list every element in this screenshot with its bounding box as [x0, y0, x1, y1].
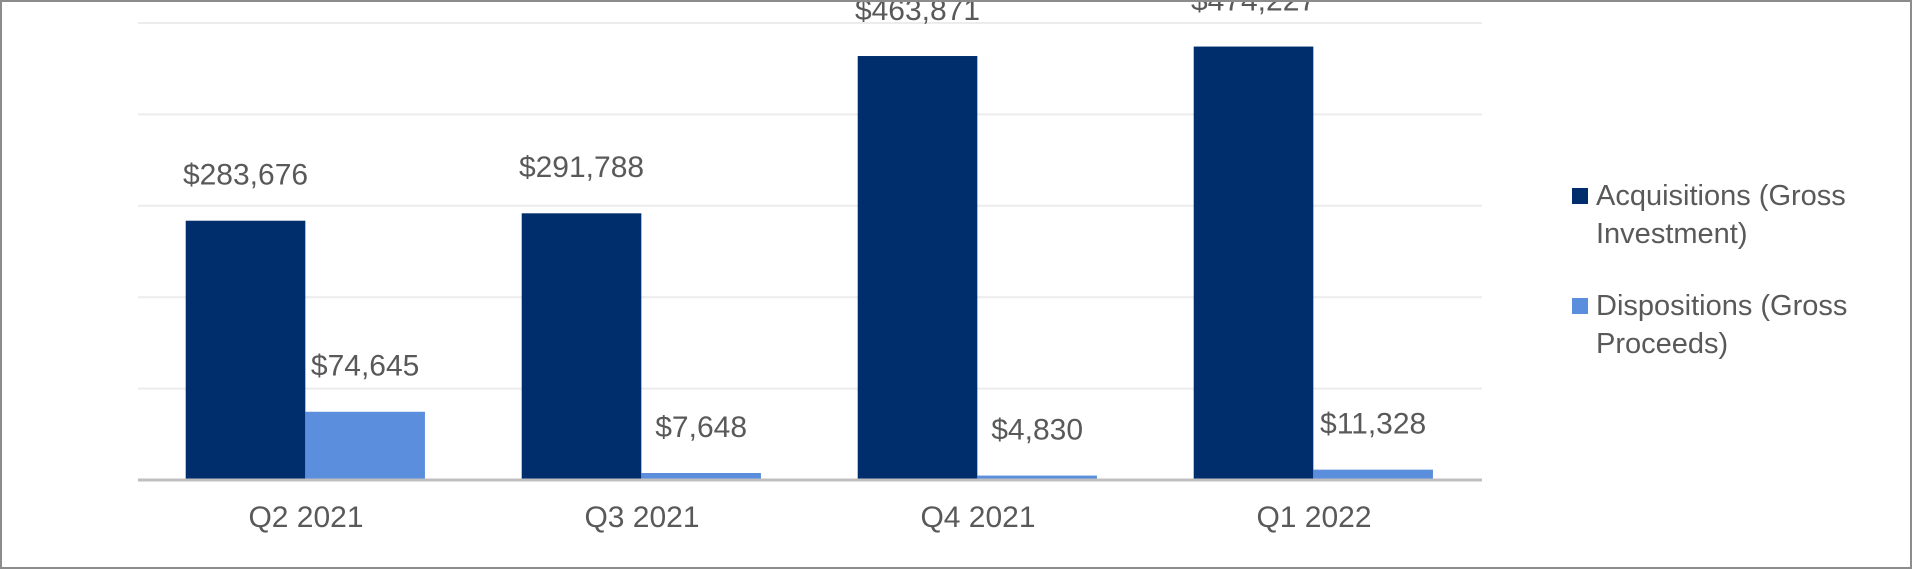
bar: [857, 56, 978, 480]
data-label: $474,227: [1191, 2, 1316, 17]
data-label: $11,328: [1320, 408, 1426, 441]
bar: [305, 411, 425, 480]
data-label: $283,676: [183, 159, 308, 192]
x-tick-label: Q4 2021: [920, 501, 1035, 534]
data-label: $74,645: [311, 350, 419, 383]
legend-swatch: [1572, 298, 1588, 314]
legend-entry: Dispositions (Gross Proceeds): [1572, 287, 1892, 363]
bar: [1313, 469, 1433, 480]
legend-label: Acquisitions (Gross Investment): [1596, 180, 1846, 250]
bar: [185, 220, 306, 480]
data-label: $4,830: [991, 414, 1083, 447]
x-tick-label: Q2 2021: [248, 501, 363, 534]
legend: Acquisitions (Gross Investment) Dispositi…: [1572, 177, 1892, 397]
bar: [977, 475, 1097, 480]
bar: [1193, 46, 1314, 481]
legend-swatch: [1572, 188, 1588, 204]
bar: [521, 213, 642, 480]
x-tick-label: Q3 2021: [584, 501, 699, 534]
data-label: $7,648: [655, 411, 747, 444]
bar: [641, 473, 761, 480]
x-tick-label: Q1 2022: [1256, 501, 1371, 534]
data-label: $291,788: [519, 151, 644, 184]
legend-label: Dispositions (Gross Proceeds): [1596, 290, 1848, 360]
data-label: $463,871: [855, 2, 980, 27]
legend-entry: Acquisitions (Gross Investment): [1572, 177, 1892, 253]
